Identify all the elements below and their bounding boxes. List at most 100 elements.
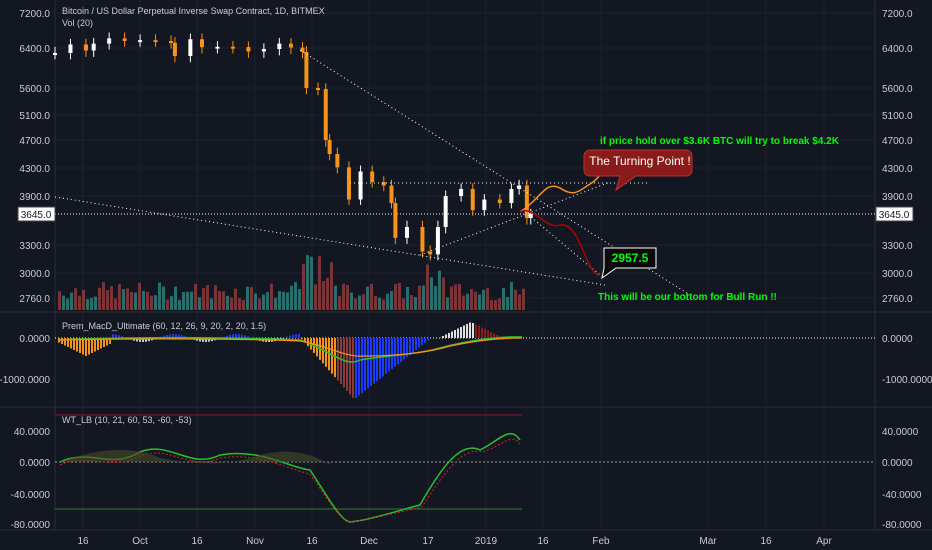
volume-bar (374, 295, 377, 310)
volume-bar (510, 282, 513, 310)
candle-body (509, 189, 514, 204)
volume-bar (226, 295, 229, 310)
x-tick-label: Dec (360, 536, 378, 547)
macd-histogram-bar (181, 335, 183, 338)
macd-histogram-bar (397, 338, 399, 365)
macd-histogram-bar (358, 338, 360, 396)
price-tick-label-left: 3900.0 (19, 192, 50, 203)
volume-bar (462, 295, 465, 310)
volume-bar (486, 288, 489, 310)
macd-histogram-bar (412, 338, 414, 353)
macd-histogram-bar (370, 338, 372, 386)
volume-bar (142, 291, 145, 310)
volume-bar (430, 277, 433, 310)
candle-body (83, 44, 88, 51)
candle-body (68, 44, 73, 53)
macd-histogram-bar (148, 338, 150, 342)
volume-bar (270, 283, 273, 310)
volume-bar (422, 285, 425, 310)
macd-histogram-bar (451, 331, 453, 338)
macd-histogram-bar (406, 338, 408, 358)
macd-histogram-bar (103, 338, 105, 347)
volume-bar (466, 293, 469, 310)
macd-histogram-bar (106, 338, 108, 346)
macd-histogram-bar (379, 338, 381, 379)
candle-body (261, 49, 266, 52)
volume-bar (274, 297, 277, 310)
x-tick-label: Nov (246, 536, 264, 547)
macd-histogram-bar (205, 338, 207, 342)
macd-histogram-bar (493, 333, 495, 338)
candle-body (428, 251, 433, 255)
macd-histogram-bar (457, 328, 459, 338)
macd-histogram-bar (403, 338, 405, 360)
volume-bar (62, 295, 65, 310)
volume-bar (286, 292, 289, 310)
x-tick-label: 16 (306, 536, 318, 547)
volume-bar (306, 255, 309, 310)
macd-histogram-bar (238, 334, 240, 338)
macd-histogram-bar (91, 338, 93, 353)
volume-bar (66, 298, 69, 310)
wt-tick-label-right: 40.0000 (882, 427, 919, 438)
candle-body (346, 167, 351, 200)
macd-histogram-bar (394, 338, 396, 367)
macd-signal-line (59, 337, 523, 357)
price-tick-label-left: 6400.0 (19, 44, 50, 55)
volume-bar (514, 289, 517, 310)
volume-bar (398, 282, 401, 310)
price-tick-label-right: 6400.0 (882, 44, 913, 55)
volume-bar (98, 287, 101, 310)
trendline-lower (54, 196, 606, 286)
volume-bar (210, 298, 213, 310)
candle-body (188, 39, 193, 56)
macd-histogram-bar (247, 336, 249, 338)
macd-histogram-bar (352, 338, 354, 398)
candle-body (138, 40, 143, 43)
x-tick-label: Apr (816, 536, 832, 547)
macd-histogram-bar (235, 334, 237, 338)
candle-body (459, 189, 464, 196)
candle-body (482, 199, 487, 211)
x-tick-label: 16 (191, 536, 203, 547)
price-tick-label-right: 7200.0 (882, 9, 913, 20)
volume-bar (74, 288, 77, 310)
x-tick-label: Mar (699, 536, 717, 547)
volume-bar (174, 286, 177, 310)
current-price-box-left (17, 206, 56, 222)
wt-area (60, 449, 330, 465)
volume-bar (438, 270, 441, 310)
volume-bar (130, 291, 133, 310)
chart-title: Bitcoin / US Dollar Perpetual Inverse Sw… (62, 6, 325, 16)
price-tick-label-right: 5600.0 (882, 84, 913, 95)
candle-body (215, 46, 220, 49)
price-tick-label-right: 4700.0 (882, 136, 913, 147)
candle-body (358, 171, 363, 200)
macd-histogram-bar (175, 334, 177, 338)
volume-bar (362, 294, 365, 310)
volume-bar (454, 284, 457, 310)
volume-bar (230, 297, 233, 310)
candle-body (288, 43, 293, 48)
macd-histogram-bar (454, 330, 456, 338)
macd-histogram-bar (301, 338, 303, 340)
macd-histogram-bar (178, 334, 180, 338)
volume-bar (302, 263, 305, 310)
macd-histogram-bar (478, 326, 480, 338)
price-tick-label-right: 3000.0 (882, 269, 913, 280)
candle-body (91, 43, 96, 51)
volume-bar (390, 291, 393, 310)
volume-bar (414, 297, 417, 310)
target-price-box (601, 247, 657, 280)
volume-bar (490, 299, 493, 310)
volume-bar (206, 285, 209, 310)
volume-bar (330, 262, 333, 310)
volume-bar (102, 282, 105, 310)
volume-bar (342, 283, 345, 310)
wt-tick-label-right: -40.0000 (882, 490, 922, 501)
volume-bar (250, 287, 253, 310)
volume-bar (426, 264, 429, 310)
candle-body (230, 46, 235, 49)
projection-line (524, 211, 601, 276)
